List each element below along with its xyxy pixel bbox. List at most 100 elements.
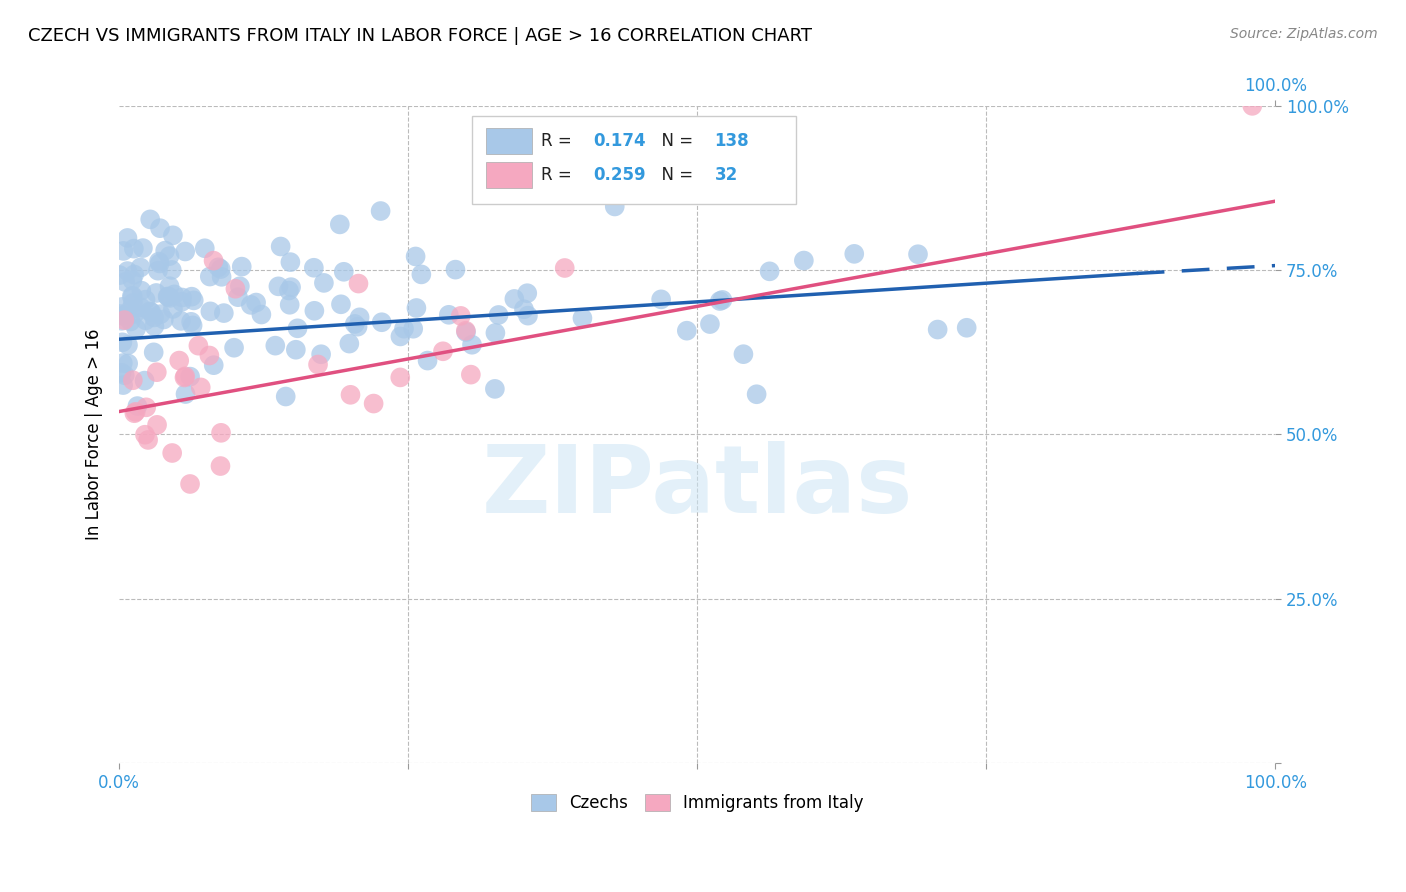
Point xyxy=(135,313,157,327)
Point xyxy=(287,321,309,335)
Point xyxy=(120,314,142,328)
Point xyxy=(745,387,768,401)
Point xyxy=(141,305,163,319)
Text: Source: ZipAtlas.com: Source: ZipAtlas.com xyxy=(1230,27,1378,41)
Point xyxy=(284,343,307,357)
Text: N =: N = xyxy=(651,166,699,184)
Point xyxy=(370,204,392,219)
Point xyxy=(274,390,297,404)
Point xyxy=(309,347,332,361)
Point xyxy=(122,296,145,310)
Text: ZIPatlas: ZIPatlas xyxy=(482,441,912,533)
Point xyxy=(209,425,232,440)
Point xyxy=(149,307,172,321)
Point xyxy=(432,344,454,359)
Point xyxy=(503,292,526,306)
Point xyxy=(174,369,197,384)
Point xyxy=(111,314,134,328)
Point xyxy=(650,293,672,307)
Point xyxy=(120,303,142,318)
Point xyxy=(250,308,273,322)
Point xyxy=(159,279,181,293)
Point xyxy=(114,368,136,383)
Point xyxy=(134,293,156,307)
Point xyxy=(112,378,135,392)
Point xyxy=(112,313,135,327)
Point xyxy=(405,301,427,315)
Point xyxy=(571,311,593,326)
Point xyxy=(152,312,174,326)
Point xyxy=(516,309,538,323)
Point xyxy=(347,277,370,291)
Point xyxy=(450,309,472,323)
Point xyxy=(437,308,460,322)
Point xyxy=(117,338,139,352)
Point xyxy=(226,290,249,304)
Point xyxy=(139,304,162,318)
Point xyxy=(793,253,815,268)
Point xyxy=(231,260,253,274)
Point xyxy=(160,263,183,277)
Point xyxy=(392,321,415,335)
Point xyxy=(122,268,145,282)
Text: 0.174: 0.174 xyxy=(593,132,645,150)
Point xyxy=(180,315,202,329)
Point xyxy=(363,396,385,410)
Point xyxy=(108,268,131,282)
Point xyxy=(124,307,146,321)
Text: R =: R = xyxy=(541,166,578,184)
FancyBboxPatch shape xyxy=(485,161,531,188)
Point xyxy=(484,382,506,396)
Point xyxy=(711,293,734,307)
Point xyxy=(405,250,427,264)
Point xyxy=(444,262,467,277)
Point xyxy=(162,228,184,243)
Point xyxy=(142,345,165,359)
Point xyxy=(145,285,167,300)
Point xyxy=(190,380,212,394)
Point xyxy=(146,263,169,277)
Point xyxy=(416,353,439,368)
Point xyxy=(280,255,302,269)
Point xyxy=(371,315,394,329)
Point xyxy=(143,319,166,334)
Point xyxy=(153,244,176,258)
Point xyxy=(461,337,484,351)
Text: CZECH VS IMMIGRANTS FROM ITALY IN LABOR FORCE | AGE > 16 CORRELATION CHART: CZECH VS IMMIGRANTS FROM ITALY IN LABOR … xyxy=(28,27,813,45)
Point xyxy=(149,221,172,235)
Point xyxy=(349,310,371,325)
Point xyxy=(160,446,183,460)
Point xyxy=(337,336,360,351)
Point xyxy=(304,303,326,318)
Point xyxy=(389,329,412,343)
Point xyxy=(121,273,143,287)
Point xyxy=(127,399,149,413)
Point xyxy=(200,304,222,318)
Point xyxy=(222,341,245,355)
Point xyxy=(956,320,979,334)
Point xyxy=(245,295,267,310)
Point xyxy=(278,298,301,312)
Point xyxy=(339,388,361,402)
Text: 0.259: 0.259 xyxy=(593,166,645,184)
Point xyxy=(124,405,146,419)
Point xyxy=(411,268,433,282)
Point xyxy=(209,458,232,473)
Point xyxy=(280,280,302,294)
Point xyxy=(709,293,731,308)
Point xyxy=(122,242,145,256)
Point xyxy=(180,290,202,304)
Point xyxy=(346,319,368,334)
Point xyxy=(181,318,204,333)
Y-axis label: In Labor Force | Age > 16: In Labor Force | Age > 16 xyxy=(86,329,103,541)
Legend: Czechs, Immigrants from Italy: Czechs, Immigrants from Italy xyxy=(523,786,872,821)
Point xyxy=(111,309,134,323)
Point xyxy=(108,307,131,321)
Point xyxy=(146,365,169,379)
Point xyxy=(733,347,755,361)
Point xyxy=(111,335,134,350)
Point xyxy=(163,287,186,301)
Point xyxy=(139,212,162,227)
Point xyxy=(402,322,425,336)
Point xyxy=(173,370,195,384)
